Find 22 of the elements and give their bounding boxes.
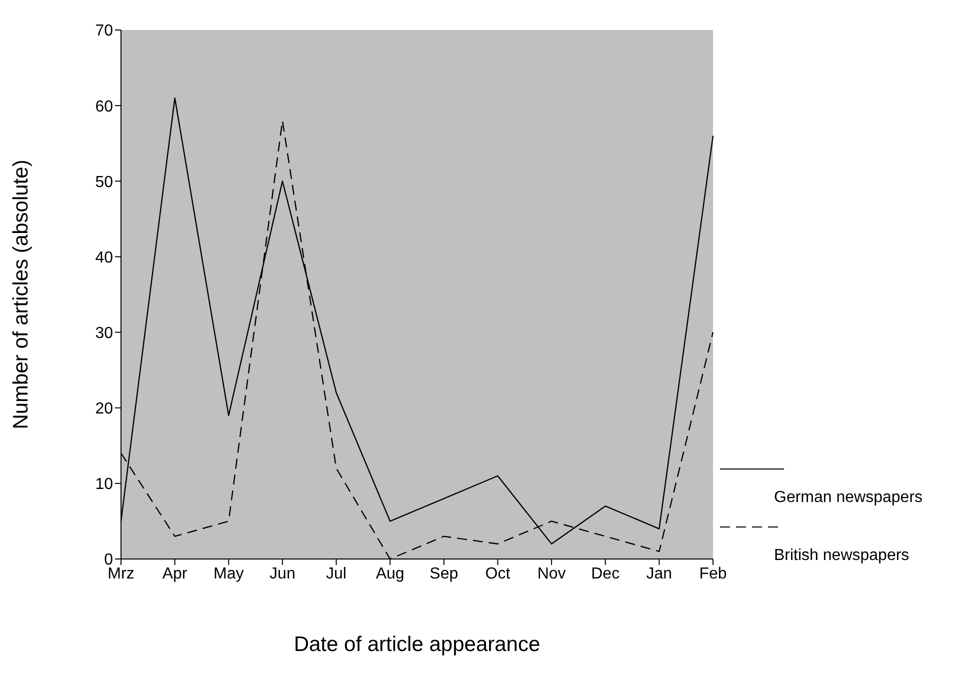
x-tick-label: Nov [537,565,566,582]
x-tick-label: Jul [326,565,346,582]
x-tick-label: Dec [591,565,620,582]
text: British newspapers [774,547,910,565]
y-tick-label: 20 [95,400,114,418]
y-tick-label: 40 [95,249,114,266]
y-tick-label: 70 [95,22,114,40]
x-tick-label: Sep [430,565,458,582]
y-tick-label: 60 [95,98,114,116]
x-axis-title: Date of article appearance [294,633,540,656]
y-tick-label: 10 [95,476,114,494]
text: German newspapers [774,489,923,507]
x-tick-label: Aug [376,565,404,582]
y-tick-label: 30 [95,324,114,342]
x-tick-label: Apr [162,565,188,582]
x-tick-label: Feb [699,565,727,582]
x-tick-label: Jan [646,565,672,582]
y-tick-label: 50 [95,174,114,191]
x-tick-label: May [214,565,244,582]
y-axis-title: Number of articles (absolute) [9,160,32,430]
x-tick-label: Oct [485,565,511,582]
x-tick-label: Jun [270,565,296,582]
